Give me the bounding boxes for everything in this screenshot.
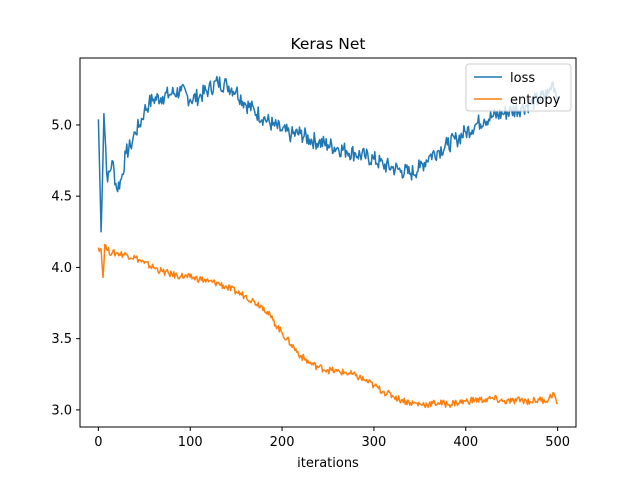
legend: loss entropy [465, 63, 572, 112]
x-axis-label: iterations [297, 456, 359, 471]
x-tick-label: 300 [362, 435, 387, 450]
y-tick-label: 4.0 [51, 261, 72, 276]
y-tick-label: 3.5 [51, 332, 72, 347]
x-tick-label: 0 [94, 435, 102, 450]
y-tick-label: 3.0 [51, 403, 72, 418]
y-axis: 3.0 3.5 4.0 4.5 5.0 [51, 118, 80, 418]
plot-area [97, 75, 559, 409]
y-tick-label: 4.5 [51, 190, 72, 205]
plot-frame [79, 57, 577, 428]
chart-title: Keras Net [290, 35, 365, 53]
x-tick-label: 200 [270, 435, 295, 450]
series-line-loss [97, 75, 559, 233]
y-tick-label: 5.0 [51, 118, 72, 133]
legend-label-entropy: entropy [510, 93, 561, 108]
legend-label-loss: loss [510, 71, 535, 86]
series-line-entropy [97, 243, 559, 409]
x-axis: 0 100 200 300 400 500 [94, 427, 570, 450]
x-tick-label: 400 [453, 435, 478, 450]
x-tick-label: 500 [545, 435, 570, 450]
x-tick-label: 100 [178, 435, 203, 450]
